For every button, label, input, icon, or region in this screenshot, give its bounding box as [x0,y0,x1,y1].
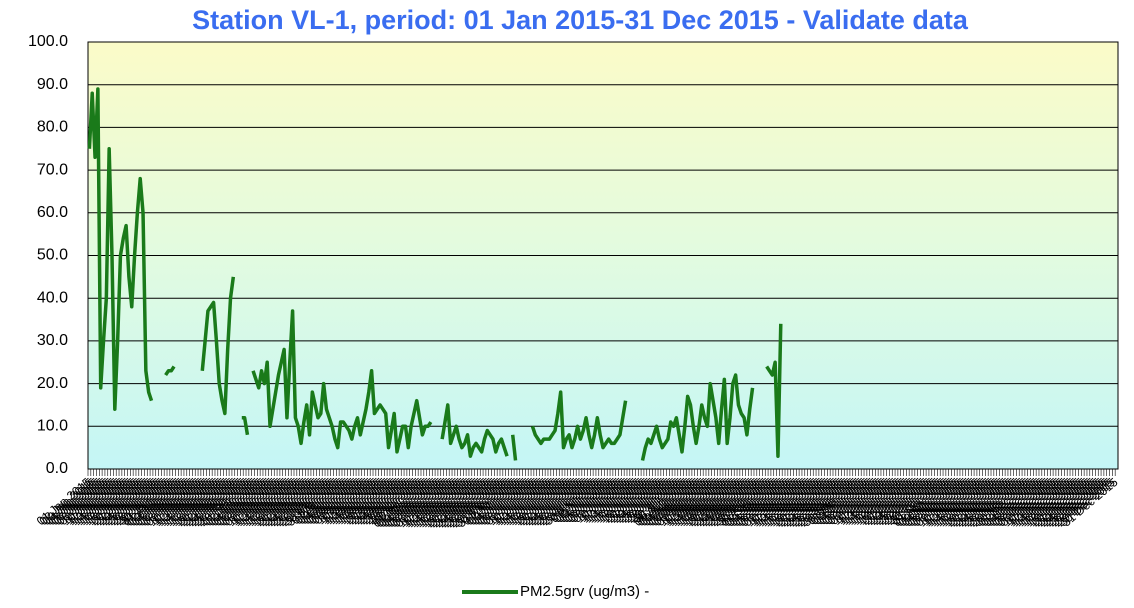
y-tick-label: 30.0 [37,332,68,349]
y-tick-label: 80.0 [37,119,68,136]
legend-label: PM2.5grv (ug/m3) - [520,583,649,600]
y-tick-label: 50.0 [37,247,68,264]
y-tick-label: 100.0 [28,33,68,50]
y-tick-label: 40.0 [37,289,68,306]
y-tick-label: 90.0 [37,76,68,93]
y-tick-label: 60.0 [37,204,68,221]
y-tick-label: 70.0 [37,161,68,178]
y-tick-label: 20.0 [37,375,68,392]
chart-title: Station VL-1, period: 01 Jan 2015-31 Dec… [192,5,969,35]
data-line [87,87,783,461]
y-tick-label: 0.0 [46,460,68,477]
y-tick-label: 10.0 [37,418,68,435]
